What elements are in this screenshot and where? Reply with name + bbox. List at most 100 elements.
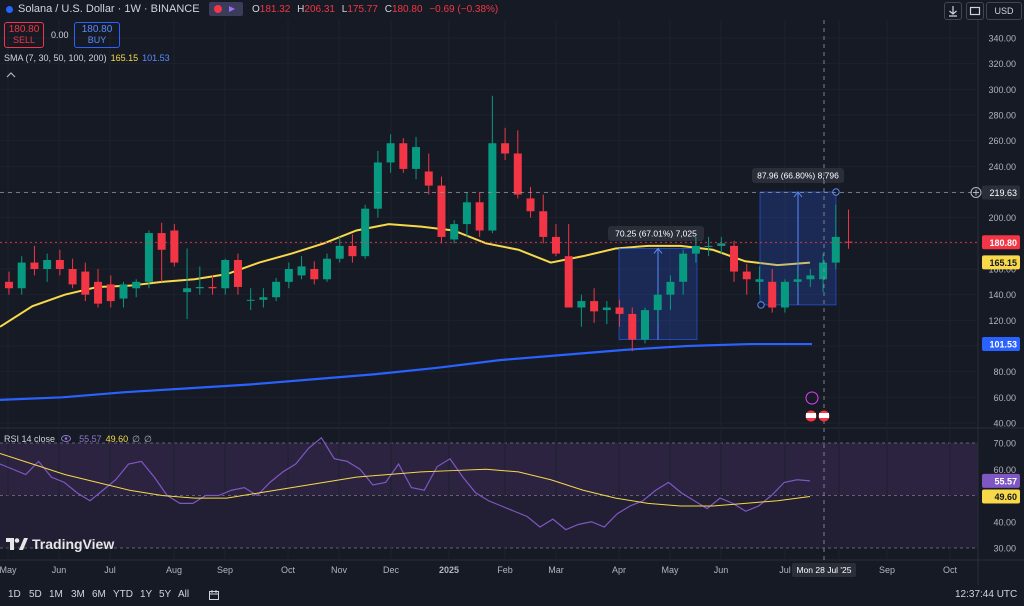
price-tick-label: 200.00 (988, 213, 1016, 223)
price-tick-label: 160.00 (988, 265, 1016, 275)
price-tick-label: 280.00 (988, 111, 1016, 121)
last-price-tag-bg (982, 235, 1020, 250)
candle-body (335, 245, 344, 259)
candle-body (590, 301, 599, 312)
rsi-ma-line (0, 453, 811, 507)
time-tick-label: Oct (943, 565, 958, 575)
price-change: −0.69 (−0.38%) (429, 4, 499, 15)
candle-body (348, 245, 357, 257)
price-tick-label: 300.00 (988, 85, 1016, 95)
crosshair: 180.80 165.15 101.53 55.57 49.60 219.63 Mon 28… (0, 20, 1020, 577)
bottom-toolbar: 1D 5D 1M 3M 6M YTD 1Y 5Y All 12:37:44 UT… (0, 585, 1024, 604)
candle-body (297, 266, 306, 276)
candle-body (399, 143, 408, 169)
rsi-line (0, 436, 811, 531)
candle-body (615, 307, 624, 314)
time-tick-label: 2025 (439, 565, 459, 575)
price-tick-label: 60.00 (993, 393, 1016, 403)
time-tick-label: Apr (612, 565, 626, 575)
time-tick-label: May (0, 565, 17, 575)
collapse-legend-icon[interactable] (4, 68, 18, 80)
candle-body (780, 281, 789, 308)
candle-body (5, 281, 13, 289)
range-1d[interactable]: 1D (8, 589, 21, 600)
price-tick-label: 320.00 (988, 59, 1016, 69)
price-tick-label: 240.00 (988, 162, 1016, 172)
candle-body (666, 281, 675, 295)
price-tick-label: 80.00 (993, 367, 1016, 377)
tradingview-mark-icon (6, 538, 28, 550)
currency-select[interactable]: USD (986, 2, 1022, 20)
rsi-tag-bg (982, 473, 1020, 488)
symbol-title[interactable]: Solana / U.S. Dollar · 1W · BINANCE (18, 3, 200, 15)
candle-body (768, 281, 777, 308)
download-icon[interactable] (944, 2, 962, 20)
crosshair-price-tag: 219.63 (989, 188, 1017, 198)
rsi-pane (0, 436, 811, 531)
candle-body (539, 211, 548, 237)
candle-body (437, 185, 446, 237)
candle-body (195, 286, 204, 289)
calendar-icon[interactable] (208, 588, 220, 600)
candle-body (653, 294, 662, 311)
candle-body (424, 171, 433, 186)
candle-body (691, 245, 700, 254)
candle-body (526, 198, 535, 212)
market-flags-icon[interactable] (209, 2, 243, 16)
rsi-tick-label: 70.00 (993, 439, 1016, 449)
measure-label-2: 87.96 (66.80%) 8,796 (757, 171, 839, 181)
crosshair-price-tag-bg (982, 185, 1020, 200)
rsi-legend[interactable]: RSI 14 close 55.57 49.60 ∅ ∅ (4, 434, 152, 444)
rsi-tick-label: 40.00 (993, 517, 1016, 527)
range-5y[interactable]: 5Y (159, 589, 172, 600)
range-6m[interactable]: 6M (92, 589, 106, 600)
time-tick-label: Aug (166, 565, 182, 575)
snapshot-icon[interactable] (966, 2, 984, 20)
buy-button[interactable]: 180.80 BUY (74, 22, 120, 48)
candle-body (602, 307, 611, 311)
candle-body (501, 143, 510, 154)
candle-body (106, 284, 115, 302)
time-tick-label: Jul (779, 565, 791, 575)
rsi-tick-label: 30.00 (993, 544, 1016, 554)
candle-body (323, 258, 331, 280)
time-tick-label: Mar (548, 565, 564, 575)
range-1m[interactable]: 1M (49, 589, 63, 600)
rsi-ma-tag-bg (982, 489, 1020, 504)
range-ytd[interactable]: YTD (113, 589, 133, 600)
sma-legend[interactable]: SMA (7, 30, 50, 100, 200) 165.15 101.53 (4, 53, 170, 63)
candle-body (730, 245, 739, 272)
time-tick-label: Jun (52, 565, 67, 575)
utc-clock[interactable]: 12:37:44 UTC (955, 589, 1018, 600)
range-1y[interactable]: 1Y (140, 589, 153, 600)
candle-body (793, 279, 802, 282)
candle-body (564, 256, 573, 308)
last-price-tag: 180.80 (989, 238, 1017, 248)
candle-body (551, 236, 560, 254)
candle-body (412, 147, 421, 169)
sell-button[interactable]: 180.80 SELL (4, 22, 44, 48)
candle-body (221, 260, 230, 289)
chart-header: Solana / U.S. Dollar · 1W · BINANCE O181… (0, 0, 1024, 20)
range-all[interactable]: All (178, 589, 190, 600)
rsi-lower-band (0, 495, 978, 548)
time-tick-label: Jun (714, 565, 729, 575)
price-tick-label: 340.00 (988, 34, 1016, 44)
spread-value: 0.00 (51, 30, 69, 40)
candle-body (170, 230, 179, 263)
crosshair-time-tag-bg (792, 563, 856, 577)
candle-body (755, 279, 764, 282)
time-tick-label: Nov (331, 565, 348, 575)
candle-body (679, 253, 688, 282)
candle-body (806, 275, 815, 280)
candle-body (450, 224, 459, 240)
time-tick-label: May (661, 565, 679, 575)
candle-body (183, 288, 192, 293)
candle-body (310, 269, 319, 280)
range-3m[interactable]: 3M (71, 589, 85, 600)
rsi-eye-icon[interactable] (60, 434, 71, 443)
candle-body (475, 202, 484, 231)
range-5d[interactable]: 5D (29, 589, 42, 600)
candle-body (233, 260, 242, 287)
